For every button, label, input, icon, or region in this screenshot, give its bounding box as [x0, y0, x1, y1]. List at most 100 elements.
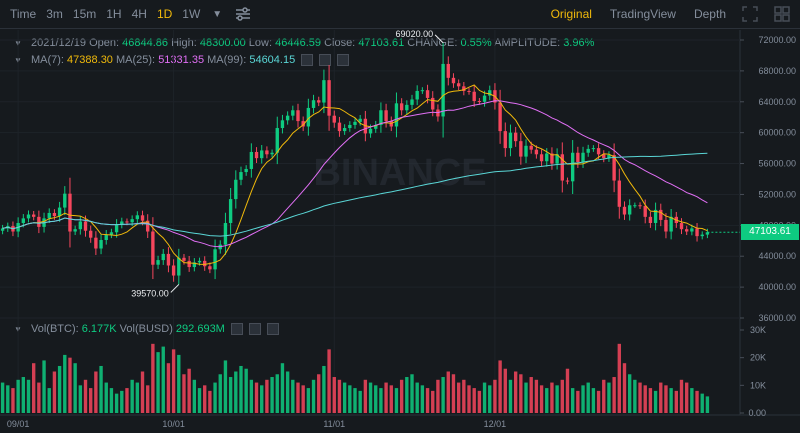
volume-bar: [570, 388, 575, 413]
volume-bar: [16, 379, 20, 413]
candle-body: [513, 132, 518, 142]
candle-body: [586, 148, 590, 153]
candle-body: [539, 154, 544, 162]
candle-body: [311, 100, 316, 108]
candle-body: [643, 206, 647, 217]
candle-body: [700, 234, 704, 237]
volume-bar: [410, 374, 414, 413]
ma-settings-icon[interactable]: [319, 54, 332, 67]
ma7-label: MA(7):: [30, 54, 64, 66]
more-intervals-dropdown-icon[interactable]: ▼: [212, 8, 223, 20]
volume-bar: [99, 365, 103, 413]
price-tick-label: 68000.00: [758, 66, 796, 76]
volume-bar: [617, 343, 621, 413]
candle-body: [669, 216, 673, 232]
ma-close-icon[interactable]: [337, 54, 350, 67]
volume-bar: [684, 382, 689, 413]
volume-bar: [415, 382, 419, 413]
time-interval[interactable]: Time: [10, 7, 37, 21]
vol-settings-icon[interactable]: [248, 323, 261, 336]
volume-bar: [627, 374, 632, 413]
volume-bar: [374, 385, 378, 413]
view-original[interactable]: Original: [550, 7, 592, 21]
candle-body: [627, 205, 632, 215]
high-marker-label: 69020.00: [396, 29, 434, 39]
volume-bar: [285, 371, 290, 413]
indicator-settings-icon[interactable]: [234, 5, 252, 23]
candle-body: [684, 229, 689, 232]
candle-body: [690, 228, 694, 232]
interval-1h[interactable]: 1H: [106, 7, 122, 21]
volume-bar: [353, 388, 357, 413]
grid-layout-icon[interactable]: [774, 6, 790, 22]
interval-15m[interactable]: 15m: [72, 7, 97, 21]
candle-body: [467, 90, 471, 92]
date-tick-label: 10/01: [162, 419, 185, 429]
candle-body: [451, 77, 456, 84]
volume-bar: [451, 374, 456, 413]
ma-visibility-icon[interactable]: [301, 54, 314, 67]
candle-body: [405, 104, 409, 111]
volume-bar: [249, 379, 254, 413]
candle-body: [612, 155, 616, 181]
candle-body: [197, 260, 202, 263]
interval-1d[interactable]: 1D: [156, 7, 173, 21]
candle-body: [472, 91, 476, 102]
vol-close-icon[interactable]: [267, 323, 280, 336]
date-tick-label: 11/01: [323, 419, 345, 429]
candle-body: [456, 83, 461, 87]
candle-body: [576, 152, 580, 163]
candle-body: [508, 132, 513, 149]
volume-bar: [394, 388, 399, 413]
volume-bar: [534, 379, 539, 413]
candle-body: [596, 148, 601, 155]
volume-bar: [456, 382, 461, 413]
volume-bar: [296, 382, 300, 413]
interval-3m[interactable]: 3m: [46, 7, 63, 21]
vol-visibility-icon[interactable]: [230, 323, 243, 336]
volume-bar: [187, 368, 191, 413]
candle-body: [182, 257, 186, 261]
volume-bar: [368, 382, 373, 413]
view-depth[interactable]: Depth: [693, 7, 726, 21]
candle-body: [47, 212, 51, 219]
volume-bar: [493, 379, 497, 413]
candle-body: [291, 110, 295, 116]
candle-body: [68, 193, 72, 232]
candle-body: [477, 101, 482, 103]
candle-body: [550, 153, 554, 164]
volume-bar: [130, 379, 134, 413]
candle-body: [503, 131, 507, 149]
volume-bar: [11, 388, 15, 413]
vol-busd-value: 292.693M: [175, 323, 225, 335]
ma99-value: 54604.15: [249, 54, 296, 66]
candle-body: [99, 240, 103, 249]
candle-body: [265, 150, 269, 155]
candle-body: [659, 209, 663, 220]
volume-bar: [482, 382, 487, 413]
interval-1w[interactable]: 1W: [182, 7, 201, 21]
candle-body: [498, 102, 502, 132]
fullscreen-icon[interactable]: [742, 6, 758, 22]
candle-body: [425, 90, 430, 98]
candle-body: [161, 253, 165, 261]
volume-bar: [337, 379, 342, 413]
interval-4h[interactable]: 4H: [131, 7, 147, 21]
volume-bar: [467, 385, 471, 413]
vol-btc-value: 6.177K: [81, 323, 117, 335]
volume-bar: [441, 377, 445, 413]
date-tick-label: 12/01: [484, 419, 507, 429]
ma99-label: MA(99):: [207, 54, 247, 66]
volume-bar: [208, 390, 212, 413]
candle-body: [78, 221, 83, 230]
volume-bar: [524, 382, 528, 413]
volume-bar: [477, 390, 482, 413]
view-tradingview[interactable]: TradingView: [609, 7, 676, 21]
volume-bar: [700, 393, 704, 413]
volume-bar: [171, 349, 176, 413]
candle-body: [57, 207, 62, 217]
candle-body: [120, 221, 124, 225]
candle-body: [638, 205, 642, 207]
volume-bar: [37, 382, 41, 413]
